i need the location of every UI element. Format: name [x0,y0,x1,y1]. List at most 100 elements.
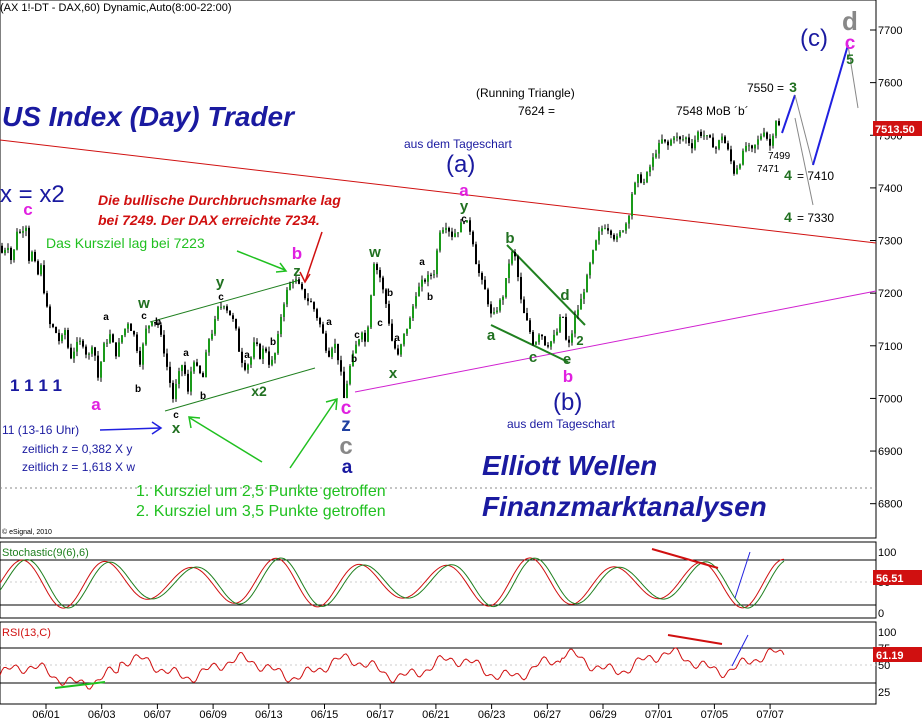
candle-body [118,342,120,357]
elliott-title: Elliott Wellen [482,450,657,481]
candle-body [88,353,90,355]
candle-body [718,140,720,149]
candle-body [757,139,759,145]
wave-label: a [244,350,250,361]
candle-body [556,331,558,335]
candle-body [415,296,417,307]
candle-body [598,231,600,241]
candle-body [391,323,393,341]
wave-label: c [341,398,352,419]
candle-body [484,279,486,290]
candle-body [382,277,384,290]
candle-body [97,355,99,378]
wave-label: 2 [576,333,583,348]
candle-body [4,250,6,253]
candle-body [409,318,411,329]
candle-body [256,342,258,345]
candle-body [715,147,717,149]
rsi-tick-label: 25 [878,687,890,699]
candle-body [559,316,561,332]
price-tick-label: 7300 [878,236,902,248]
candle-body [685,137,687,140]
candle-body [142,344,144,365]
candle-body [745,145,747,151]
candle-body [157,323,159,326]
candle-body [379,270,381,278]
wave-label: x2 [251,383,267,399]
stoch-divergence-red [651,548,719,569]
candle-body [493,312,495,314]
level-7550: 7550 = [747,81,784,95]
aus-tageschart-top: aus dem Tageschart [404,137,513,151]
triangle-lower [490,324,569,363]
wave-labels: cawcbababcxycabx2bzacbczcawbcaxabaycbacd… [23,6,858,478]
time-tick-label: 06/09 [199,709,227,721]
candle-body [565,316,567,340]
candle-body [235,319,237,329]
candle-body [229,310,231,316]
candle-body [250,357,252,365]
wave-a: (a) [446,151,475,178]
candle-body [331,348,333,357]
candle-body [58,332,60,342]
wave-label: a [459,181,469,200]
wave-label: a [183,348,189,359]
candle-body [724,136,726,144]
candle-body [397,348,399,355]
candle-body [277,334,279,354]
green-arrow-kursziel-head [275,262,288,273]
candle-body [679,136,681,140]
candle-body [67,330,69,348]
candlesticks [1,118,780,403]
candle-body [313,302,315,310]
candle-body [454,233,456,237]
red-note-line2: bei 7249. Der DAX erreichte 7234. [98,212,320,228]
running-triangle: (Running Triangle) [476,86,575,100]
candle-body [193,362,195,372]
blue-arrow-head [151,421,163,435]
wave-label: c [845,33,856,54]
wave-label: a [103,312,109,323]
candle-body [769,138,771,146]
candle-body [343,371,345,398]
candle-body [337,343,339,361]
projection-after [847,44,859,109]
candle-body [178,371,180,384]
candle-body [151,322,153,326]
magenta-trendline [354,290,877,393]
candle-body [388,303,390,324]
price-tick-label: 7000 [878,393,902,405]
candle-body [577,309,579,316]
candle-body [289,283,291,290]
copyright: © eSignal, 2010 [2,528,52,536]
candle-body [592,250,594,264]
candle-body [691,143,693,149]
candle-body [562,316,564,318]
wave-label: b [270,337,276,348]
projection-alt [794,117,814,206]
candle-body [400,344,402,355]
price-tick-label: 7100 [878,341,902,353]
candle-body [502,296,504,301]
candle-body [487,289,489,305]
candle-body [394,340,396,349]
candle-body [217,306,219,320]
stoch-tick-label: 0 [878,608,884,620]
stoch-d-line [0,557,785,609]
candle-body [319,318,321,325]
candle-body [52,324,54,327]
candle-body [658,143,660,154]
green-channel-lower [164,367,316,412]
candle-body [580,298,582,310]
candle-body [514,252,516,257]
wave-label: c [218,292,224,303]
candle-body [478,264,480,274]
candle-body [709,135,711,138]
stoch-blue-line [734,551,751,599]
wave-label: b [155,317,161,328]
candle-body [646,172,648,183]
candle-body [583,292,585,299]
candle-body [295,279,297,282]
candle-body [202,373,204,378]
rsi-panel [0,621,877,705]
